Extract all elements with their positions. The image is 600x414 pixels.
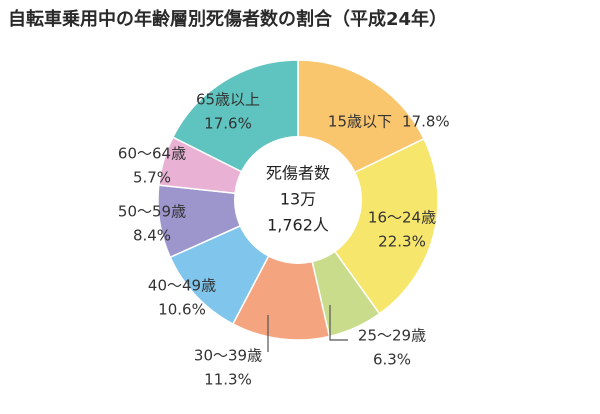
chart-title: 自転車乗用中の年齢層別死傷者数の割合（平成24年） bbox=[8, 8, 447, 30]
value-label: 6.3% bbox=[373, 351, 411, 369]
value-label: 17.6% bbox=[204, 115, 252, 133]
value-label: 8.4% bbox=[133, 227, 171, 245]
value-label: 17.8% bbox=[402, 113, 450, 131]
category-label: 65歳以上 bbox=[196, 91, 260, 109]
center-label: 1,762人 bbox=[267, 216, 329, 235]
category-label: 16〜24歳 bbox=[368, 209, 436, 227]
category-label: 25〜29歳 bbox=[358, 327, 426, 345]
category-label: 30〜39歳 bbox=[194, 347, 262, 365]
value-label: 22.3% bbox=[378, 233, 426, 251]
category-label: 15歳以下 bbox=[328, 113, 392, 131]
value-label: 5.7% bbox=[133, 169, 171, 187]
category-label: 60〜64歳 bbox=[118, 145, 186, 163]
center-label: 13万 bbox=[280, 190, 316, 209]
center-label: 死傷者数 bbox=[266, 164, 330, 183]
category-label: 50〜59歳 bbox=[118, 203, 186, 221]
value-label: 10.6% bbox=[158, 301, 206, 319]
category-label: 40〜49歳 bbox=[148, 277, 216, 295]
slice bbox=[296, 137, 439, 315]
donut-hole bbox=[234, 136, 362, 264]
value-label: 11.3% bbox=[204, 371, 252, 389]
leader-line bbox=[329, 305, 348, 341]
